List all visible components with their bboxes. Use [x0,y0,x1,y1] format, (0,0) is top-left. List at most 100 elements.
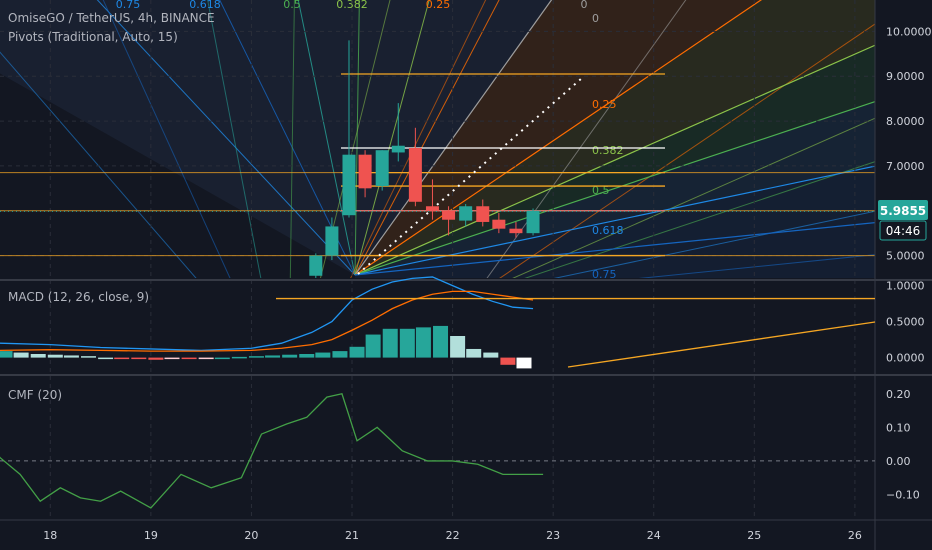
macd-hist-bar-11 [181,357,197,360]
price-tick-5: 5.0000 [886,250,925,263]
bar-countdown-badge: 04:46 [879,220,927,241]
macd-hist-bar-21 [349,346,365,358]
candle-body-3[interactable] [358,154,372,189]
macd-tick-0: 1.0000 [886,280,925,293]
candle-body-7[interactable] [425,206,439,211]
candle-body-5[interactable] [391,145,405,153]
candle-body-0[interactable] [309,255,323,276]
fan-right-label-4: 0.618 [592,224,624,237]
bar-countdown-label: 04:46 [886,224,921,238]
macd-panel[interactable] [0,276,876,369]
fan-ray-b-2 [512,117,875,278]
price-tick-2: 8.0000 [886,115,925,128]
macd-hist-bar-22 [365,334,381,358]
macd-axis: 1.0000 0.5000 0.0000 [886,280,925,365]
price-tick-3: 7.0000 [886,160,925,173]
macd-hist-bar-12 [198,357,214,360]
fan-top-label-1: 0.618 [189,0,221,11]
candle-body-1[interactable] [325,226,339,256]
macd-hist-bar-4 [63,355,79,358]
candle-body-13[interactable] [526,210,540,234]
fan-ray-left-1 [219,0,356,276]
candle-body-11[interactable] [492,219,506,229]
fan-ray-5 [354,221,875,276]
macd-hist-bar-6 [98,357,114,360]
fan-ray-b-4 [553,210,875,278]
macd-hist-bar-25 [415,327,431,358]
time-tick-3: 21 [345,529,359,542]
price-tick-1: 9.0000 [886,70,925,83]
fan-ray-left-b-2 [207,0,262,278]
fib-fan-overlay: 0.75 0.618 0.5 0.382 0.25 00 0.25 0.382 0.5 0.618… [0,0,875,281]
candle-body-9[interactable] [459,206,473,221]
time-tick-1: 19 [144,529,158,542]
fan-ray-left-b-0 [0,51,197,278]
fan-zone-bottom [355,222,875,278]
fan-top-label-4: 0.25 [426,0,451,11]
macd-hist-bar-2 [30,354,46,358]
macd-hist-bar-27 [450,336,466,358]
time-axis[interactable]: 18 19 20 21 22 23 24 25 26 [43,529,862,542]
macd-hist-bar-9 [148,357,164,360]
candle-body-8[interactable] [442,210,456,220]
cmf-line [0,393,544,509]
macd-hist-bar-23 [382,328,398,358]
fan-ray-left-5 [354,0,500,276]
cmf-tick-1: 0.10 [886,421,911,434]
fan-ray-left-b-3 [289,0,295,278]
fan-ray-1 [354,0,763,276]
fan-ray-left-4 [354,0,430,276]
macd-hist-bar-13 [214,357,230,360]
fan-ray-4 [354,165,875,276]
fan-group: 0.75 0.618 0.5 0.382 0.25 00 0.25 0.382 0.5 0.618… [0,0,875,281]
fan-top-label-5: 0 [581,0,588,11]
macd-hist-bar-3 [47,354,63,358]
macd-title[interactable]: MACD (12, 26, close, 9) [8,290,149,304]
cmf-panel[interactable] [0,393,875,509]
cmf-title[interactable]: CMF (20) [8,388,62,402]
macd-hist-bar-10 [164,357,180,360]
bar-countdown-badge-bg [879,220,927,241]
macd-hist-bar-7 [114,357,130,360]
price-tick-0: 10.0000 [886,25,932,38]
time-tick-7: 25 [747,529,761,542]
fan-right-label-5: 0.75 [592,268,617,281]
candle-body-12[interactable] [509,228,523,234]
time-tick-5: 23 [546,529,560,542]
macd-hist-bar-30 [500,357,516,365]
fan-zone-1 [355,0,875,275]
macd-hist-bar-0 [0,351,13,358]
fan-top-label-0: 0.75 [116,0,141,11]
time-tick-8: 26 [848,529,862,542]
fan-right-label-3: 0.5 [592,184,610,197]
cmf-axis: 0.20 0.10 0.00 −0.10 [886,388,920,502]
last-price-badge-bg [878,200,928,220]
fan-ray-left-2 [297,0,356,276]
dotted-trend-line[interactable] [357,77,583,275]
macd-hist-bar-17 [282,354,298,358]
candle-body-4[interactable] [375,150,389,187]
symbol-title[interactable]: OmiseGO / TetherUS, 4h, BINANCE [8,11,215,25]
macd-series-signal [0,290,534,352]
fan-ray-left-b-1 [102,0,231,278]
macd-hist-bar-26 [433,325,449,358]
candle-body-6[interactable] [408,147,422,202]
fan-top-label-3: 0.382 [336,0,368,11]
macd-series-macd [0,276,534,352]
macd-hist-bar-31 [516,357,532,369]
fan-ray-b-1 [499,23,875,278]
macd-trend-line[interactable] [567,321,876,368]
cmf-tick-0: 0.20 [886,388,911,401]
fan-top-label-2: 0.5 [283,0,301,11]
price-panel[interactable] [0,40,875,278]
pivots-title[interactable]: Pivots (Traditional, Auto, 15) [8,30,178,44]
macd-hist-bar-5 [81,356,97,358]
fan-right-label-2: 0.382 [592,144,624,157]
macd-hist-bar-15 [248,356,264,358]
fan-ray-3 [354,101,875,276]
candle-body-10[interactable] [476,206,490,222]
candle-body-2[interactable] [342,154,356,216]
macd-hist-bar-16 [265,355,281,358]
